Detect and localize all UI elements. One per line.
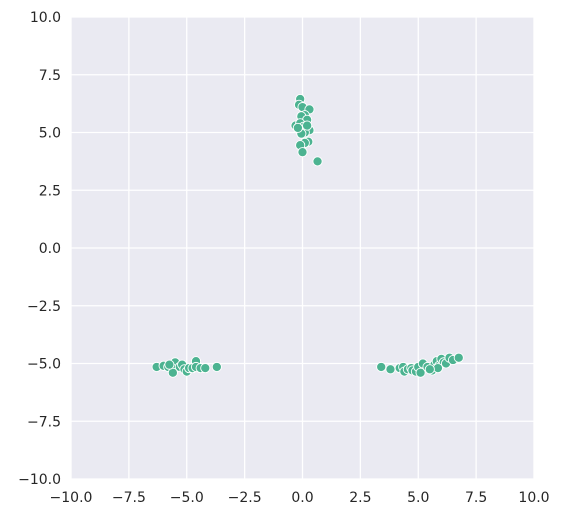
grid-lines: [70, 16, 535, 480]
x-tick-label: −7.5: [112, 490, 146, 506]
x-tick-label: −2.5: [228, 490, 262, 506]
y-tick-label: −10.0: [18, 472, 61, 488]
x-tick-label: −5.0: [170, 490, 204, 506]
y-tick-label: 10.0: [30, 10, 61, 26]
y-axis-ticks: −10.0 −7.5 −5.0 −2.5 0.0 2.5 5.0 7.5 10.0: [18, 10, 61, 488]
scatter-point: [302, 120, 313, 131]
scatter-point: [453, 352, 464, 363]
y-tick-label: 5.0: [39, 126, 61, 142]
scatter-point: [312, 156, 323, 167]
scatter-point: [292, 122, 303, 133]
scatter-point: [211, 361, 222, 373]
y-tick-label: 2.5: [39, 183, 61, 199]
scatter-point: [297, 147, 308, 158]
scatter-point: [200, 363, 211, 374]
x-tick-label: 5.0: [407, 490, 429, 506]
x-tick-label: 10.0: [518, 490, 549, 506]
y-tick-label: −7.5: [27, 414, 61, 430]
data-points: [151, 93, 464, 378]
y-tick-label: 0.0: [39, 241, 61, 257]
scatter-point: [415, 367, 426, 378]
x-tick-label: 2.5: [349, 490, 371, 506]
x-tick-label: 7.5: [465, 490, 487, 506]
x-tick-label: −10.0: [50, 490, 93, 506]
scatter-point: [424, 364, 435, 375]
scatter-point: [164, 359, 175, 370]
y-tick-label: 7.5: [39, 68, 61, 84]
x-tick-label: 0.0: [291, 490, 313, 506]
y-tick-label: −2.5: [27, 299, 61, 315]
scatter-point: [376, 361, 387, 373]
x-axis-ticks: −10.0 −7.5 −5.0 −2.5 0.0 2.5 5.0 7.5 10.0: [50, 490, 550, 506]
y-tick-label: −5.0: [27, 357, 61, 373]
scatter-point: [385, 364, 396, 375]
